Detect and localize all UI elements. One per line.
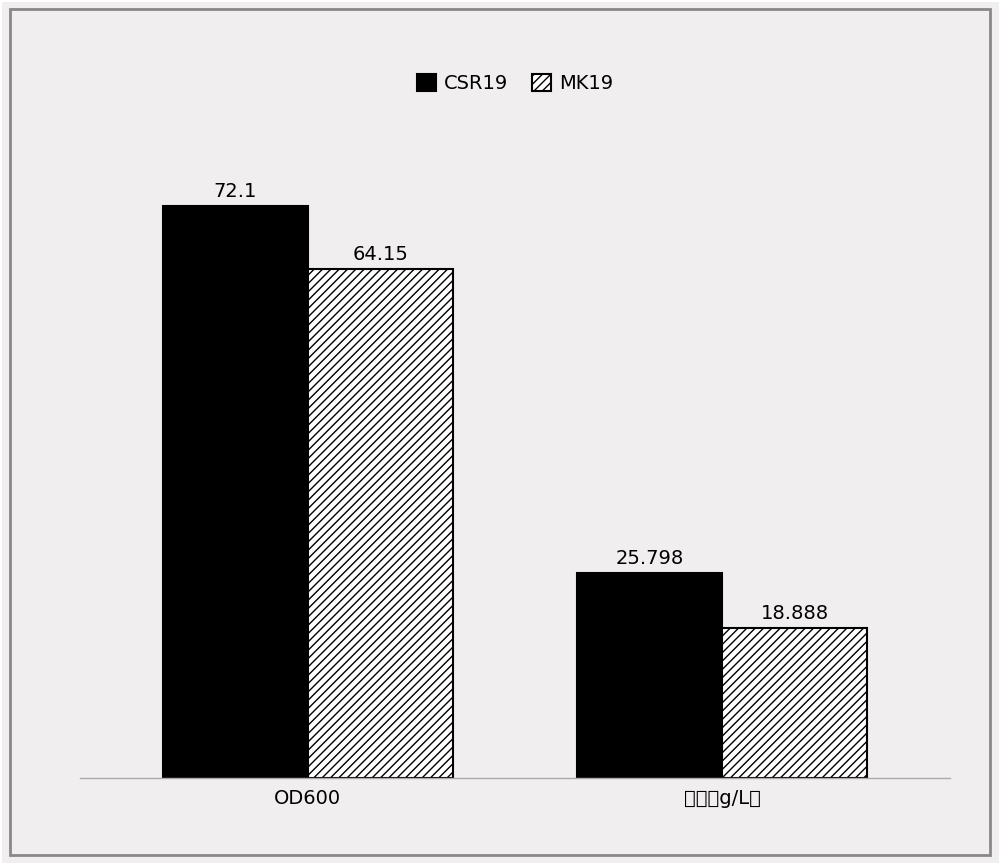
Text: 18.888: 18.888	[761, 604, 829, 623]
Bar	[577, 573, 722, 778]
Text: 25.798: 25.798	[616, 550, 684, 569]
Text: 72.1: 72.1	[214, 182, 257, 201]
Bar	[163, 206, 308, 778]
Bar	[722, 628, 867, 778]
Legend: CSR19, MK19: CSR19, MK19	[409, 67, 621, 101]
Bar	[308, 269, 453, 778]
Text: 64.15: 64.15	[352, 245, 408, 264]
